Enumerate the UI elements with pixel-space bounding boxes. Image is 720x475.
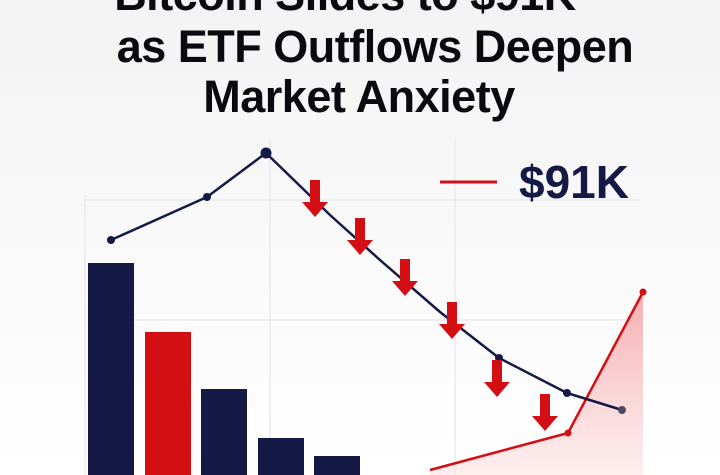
down-arrow [484,360,510,397]
point [260,147,272,159]
bar [258,438,304,475]
arrows [302,180,558,431]
down-arrow [532,394,558,431]
legend-label: $91K [519,156,629,208]
down-arrow [392,259,418,296]
point [639,288,647,296]
bar [145,332,191,475]
down-arrow [302,180,328,217]
point [203,193,211,201]
point [564,429,572,437]
bar [88,263,134,475]
area [430,292,643,475]
point [563,389,571,397]
navy-line [110,151,623,412]
title-line: Market Anxiety [203,71,515,122]
point [618,406,626,414]
bars [88,263,360,475]
bar [314,456,360,475]
down-arrow [347,218,373,255]
point [107,236,115,244]
title-line: as ETF Outflows Deepen [117,21,634,72]
title-line: Bitcoin Slides to $91K [114,0,577,20]
bar [201,389,247,475]
down-arrow [439,302,465,339]
